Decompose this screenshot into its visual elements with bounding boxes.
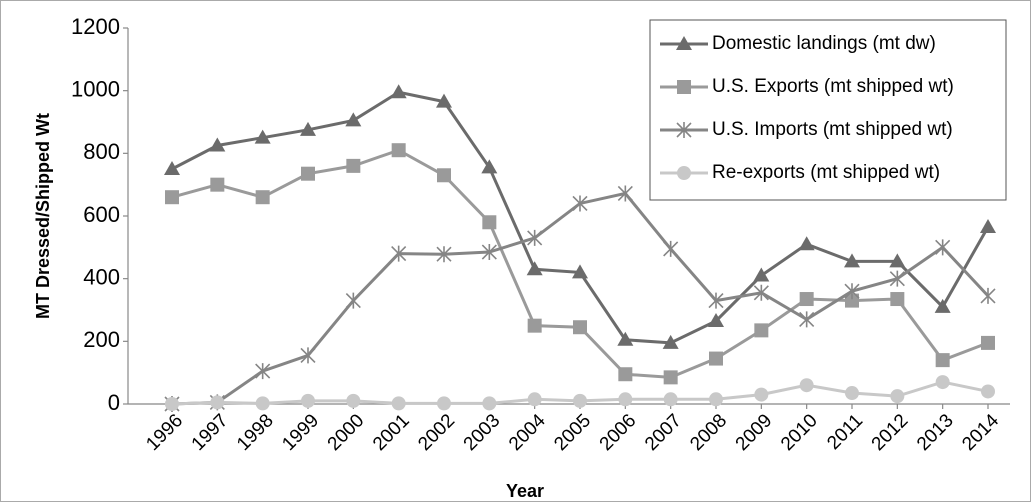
marker <box>526 261 543 276</box>
marker <box>663 392 678 407</box>
marker <box>391 245 407 262</box>
marker <box>753 284 769 301</box>
marker <box>935 353 950 368</box>
marker <box>709 392 723 407</box>
marker <box>708 292 724 309</box>
marker <box>527 318 542 333</box>
marker <box>255 363 271 380</box>
marker <box>481 244 497 261</box>
marker <box>845 293 859 308</box>
marker <box>709 351 723 366</box>
x-axis-title: Year <box>506 481 544 501</box>
legend-label: U.S. Imports (mt shipped wt) <box>712 119 953 140</box>
marker <box>301 166 315 181</box>
marker <box>618 367 633 382</box>
marker <box>527 229 543 246</box>
marker <box>662 334 679 349</box>
legend-label: Re-exports (mt shipped wt) <box>712 162 940 183</box>
legend: Domestic landings (mt dw) U.S. Exports (m… <box>649 19 1007 201</box>
y-tick-label: 1200 <box>71 14 120 39</box>
legend-box <box>649 19 1007 201</box>
marker <box>981 384 995 399</box>
marker <box>844 253 860 268</box>
marker <box>573 393 587 408</box>
marker <box>799 292 814 307</box>
marker <box>799 311 815 328</box>
marker <box>346 393 361 408</box>
marker <box>677 166 691 180</box>
marker <box>300 121 316 136</box>
marker <box>617 331 634 346</box>
marker <box>572 264 588 279</box>
legend-label: U.S. Exports (mt shipped wt) <box>712 76 954 97</box>
marker <box>165 397 179 411</box>
marker <box>754 323 769 338</box>
marker <box>844 283 860 300</box>
marker <box>436 93 452 108</box>
marker <box>391 396 406 411</box>
marker <box>436 246 452 263</box>
marker <box>165 190 179 205</box>
marker <box>210 395 225 410</box>
marker <box>210 177 225 192</box>
marker <box>255 396 270 411</box>
marker <box>209 137 226 152</box>
y-tick-label: 1000 <box>71 76 120 101</box>
marker <box>845 386 859 401</box>
marker <box>934 298 951 313</box>
marker <box>677 80 691 94</box>
marker <box>754 387 769 402</box>
marker <box>708 312 724 327</box>
marker <box>391 143 406 158</box>
y-tick-label: 800 <box>83 139 120 164</box>
marker <box>301 393 315 408</box>
marker <box>617 185 633 202</box>
y-axis-title: MT Dressed/Shipped Wt <box>33 113 53 319</box>
marker <box>345 292 361 309</box>
marker <box>799 378 814 393</box>
marker <box>482 396 497 411</box>
marker <box>390 84 407 99</box>
marker <box>980 287 996 304</box>
marker <box>573 320 587 335</box>
marker <box>527 392 542 407</box>
marker <box>889 253 906 268</box>
marker <box>572 195 588 212</box>
y-tick-label: 600 <box>83 202 120 227</box>
marker <box>935 375 950 390</box>
marker <box>482 215 497 230</box>
marker <box>255 190 270 205</box>
marker <box>300 347 316 364</box>
marker <box>798 236 815 251</box>
marker <box>753 267 770 282</box>
marker <box>437 168 451 183</box>
marker <box>345 112 362 127</box>
marker <box>663 240 679 257</box>
marker <box>481 159 498 174</box>
y-tick-label: 200 <box>83 327 120 352</box>
marker <box>676 36 692 50</box>
marker <box>890 292 905 307</box>
y-tick-label: 400 <box>83 264 120 289</box>
marker <box>437 396 451 411</box>
marker <box>980 218 996 233</box>
marker <box>254 129 271 144</box>
marker <box>981 335 995 350</box>
marker <box>935 239 951 256</box>
legend-label: Domestic landings (mt dw) <box>712 33 936 54</box>
marker <box>618 392 633 407</box>
marker <box>346 158 361 173</box>
marker <box>889 270 905 287</box>
marker <box>890 389 905 404</box>
y-tick-label: 0 <box>108 390 120 415</box>
marker <box>676 122 692 138</box>
marker <box>663 370 678 385</box>
marker <box>164 161 180 175</box>
